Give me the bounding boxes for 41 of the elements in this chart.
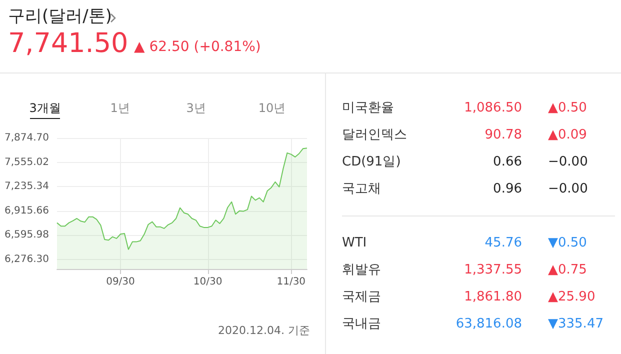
data-label: 90.78 (484, 128, 522, 142)
category-label: 달러인덱스 (342, 128, 407, 142)
y-tick-label: 7,874.70 (4, 132, 49, 144)
data-label: −0.00 (548, 154, 588, 170)
data-label: 0.66 (493, 154, 522, 170)
data-label: 1,861.80 (464, 290, 522, 304)
data-label: −0.00 (548, 182, 588, 196)
data-label: 63,816.08 (456, 316, 522, 332)
data-label: 1,337.55 (464, 262, 522, 278)
data-label: ▲0.75 (548, 262, 587, 278)
text: ▲ 62.50 (+0.81%) (134, 39, 261, 55)
category-label: 국제금 (342, 290, 381, 304)
text: 3년 (186, 101, 206, 115)
category-label: 국내금 (342, 316, 381, 332)
data-label: ▲0.09 (548, 128, 587, 142)
text: 1년 (110, 101, 130, 115)
text: 2020.12.04. 기준 (218, 324, 310, 337)
chart-title: 구리(달러/톤) (8, 6, 112, 26)
data-label: 0.96 (493, 182, 522, 196)
y-tick-label: 7,235.34 (4, 181, 49, 192)
category-label: 국고채 (342, 182, 381, 196)
category-label: 휘발유 (342, 262, 381, 278)
category-label: CD(91일) (342, 154, 401, 170)
text: 3개월 (29, 101, 61, 115)
data-label: ▲25.90 (548, 290, 596, 304)
data-label: 1,086.50 (464, 100, 522, 116)
data-label: 45.76 (484, 236, 522, 250)
y-tick-label: 6,595.98 (4, 230, 49, 241)
text: 10년 (258, 101, 286, 115)
data-label: ▼335.47 (548, 316, 604, 332)
y-tick-label: 6,276.30 (4, 254, 49, 265)
data-label: ▼0.50 (548, 236, 587, 250)
category-label: 미국환율 (342, 100, 394, 116)
y-tick-label: 6,915.66 (4, 205, 49, 216)
x-tick-label: 09/30 (106, 276, 135, 288)
x-tick-label: 11/30 (276, 276, 306, 288)
data-label: ▲0.50 (548, 100, 587, 116)
category-label: WTI (342, 236, 367, 250)
x-tick-label: 10/30 (193, 276, 222, 288)
text: 7,741.50 (8, 28, 128, 59)
y-tick-label: 7,555.02 (4, 156, 49, 168)
